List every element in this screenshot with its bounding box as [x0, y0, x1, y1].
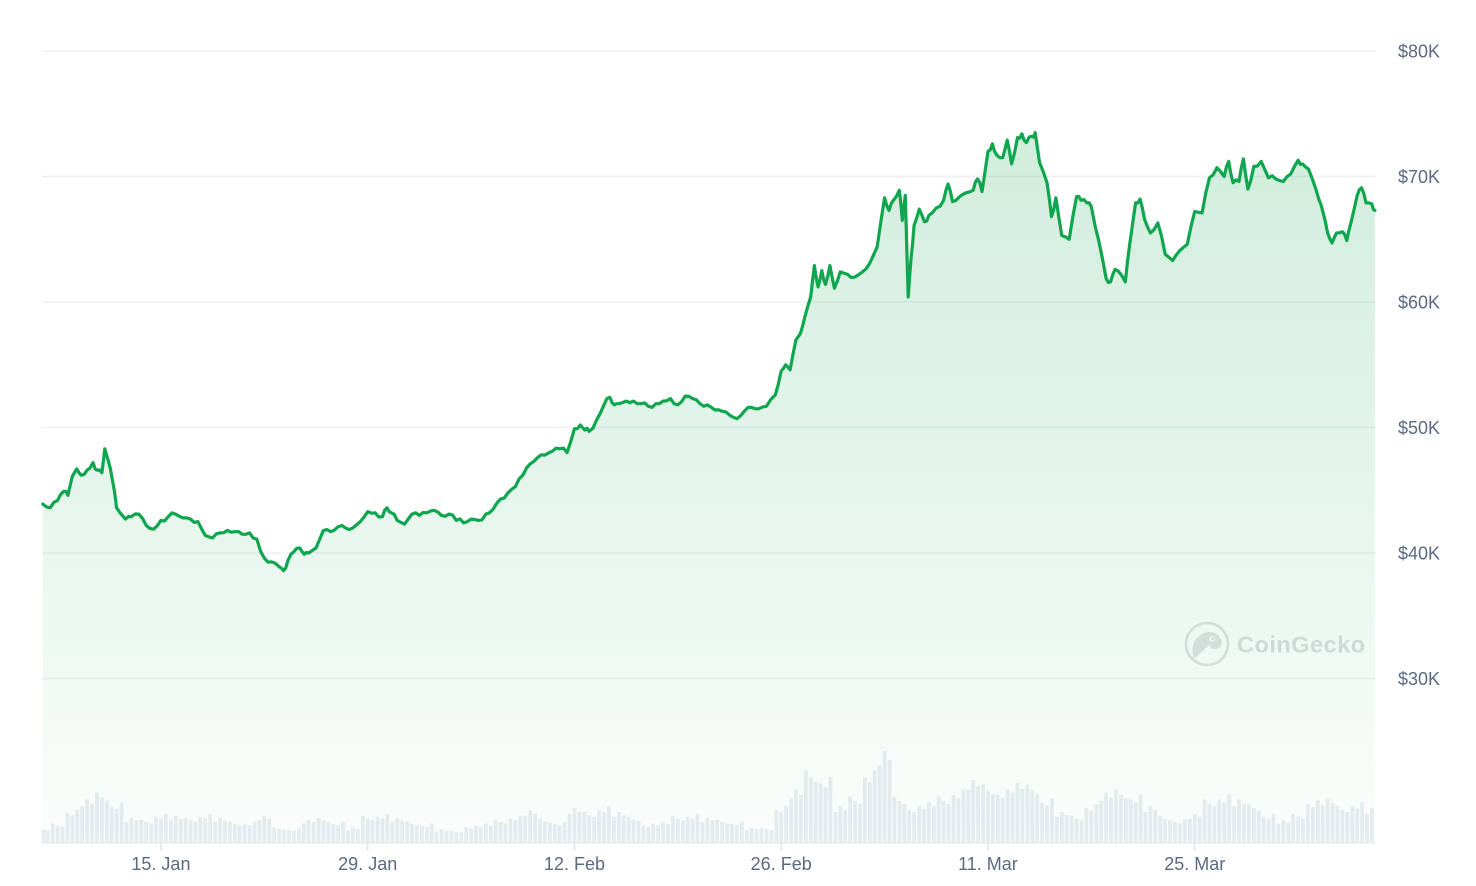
plot-hover-area[interactable]: [42, 40, 1376, 844]
x-axis: 15. Jan 29. Jan 12. Feb 26. Feb 11. Mar 25. M…: [131, 854, 1225, 874]
x-axis-label: 26. Feb: [751, 854, 812, 874]
y-axis-label: $70K: [1398, 167, 1440, 187]
price-line: [41, 131, 1377, 573]
price-area: [42, 132, 1375, 844]
y-axis-label: $30K: [1398, 669, 1440, 689]
x-axis-label: 29. Jan: [338, 854, 397, 874]
y-axis-label: $40K: [1398, 544, 1440, 564]
x-axis-label: 12. Feb: [544, 854, 605, 874]
y-axis-label: $50K: [1398, 418, 1440, 438]
x-axis-label: 15. Jan: [131, 854, 190, 874]
y-axis: $80K $70K $60K $50K $40K $30K: [1398, 42, 1440, 690]
y-axis-label: $60K: [1398, 293, 1440, 313]
x-axis-label: 11. Mar: [958, 854, 1018, 874]
x-axis-label: 25. Mar: [1164, 854, 1225, 874]
y-axis-label: $80K: [1398, 42, 1440, 62]
